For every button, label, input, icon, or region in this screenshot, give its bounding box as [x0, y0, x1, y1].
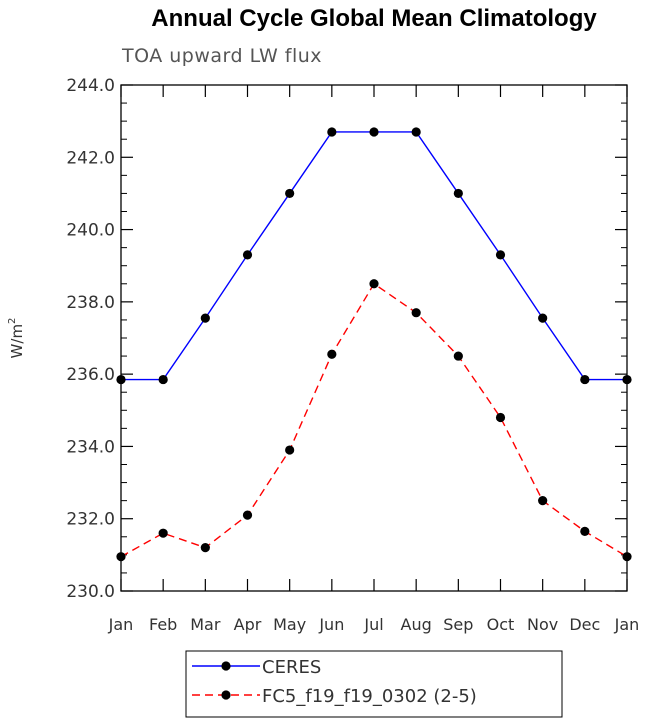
chart-subtitle: TOA upward LW flux — [121, 45, 322, 67]
x-tick-label: Jan — [108, 615, 134, 634]
series-1-point — [327, 127, 337, 137]
plot-frame — [120, 84, 628, 592]
series-2-point — [580, 526, 590, 536]
x-tick-label: Apr — [234, 615, 262, 634]
y-tick-label: 234.0 — [66, 437, 115, 457]
y-tick-label: 238.0 — [66, 293, 115, 313]
y-axis-title: W/m2 — [7, 318, 26, 359]
series-1-point — [285, 188, 295, 199]
y-axis-title-superscript: 2 — [7, 318, 18, 324]
y-tick-label: 242.0 — [66, 148, 115, 168]
series-2-point — [158, 528, 168, 538]
svg-text:W/m2: W/m2 — [7, 318, 26, 359]
x-tick-label: Jun — [318, 615, 344, 634]
y-tick-label: 230.0 — [66, 582, 115, 602]
series-2-point — [538, 496, 548, 506]
y-tick-label: 232.0 — [66, 510, 115, 530]
series-2-point — [285, 445, 295, 455]
series-2-point — [369, 279, 379, 289]
x-tick-label: Sep — [443, 615, 473, 634]
legend-box — [185, 650, 563, 718]
x-tick-label: Oct — [487, 615, 515, 634]
chart-title: Annual Cycle Global Mean Climatology — [151, 5, 597, 32]
series-line-2 — [120, 282, 628, 558]
legend: CERES FC5_f19_f19_0302 (2-5) — [185, 650, 563, 718]
series-2-point — [453, 351, 463, 361]
legend-marker-1 — [221, 661, 231, 671]
series-line-1 — [121, 131, 627, 381]
x-tick-label: Mar — [190, 615, 221, 634]
series-1-point — [242, 250, 253, 260]
legend-label-1: CERES — [262, 657, 321, 678]
x-tick-label: Jul — [363, 615, 383, 634]
x-tick-label: Nov — [527, 615, 558, 634]
series-1-point — [538, 313, 548, 323]
series-1-point — [495, 250, 506, 260]
x-tick-label: May — [273, 615, 306, 634]
legend-label-2: FC5_f19_f19_0302 (2-5) — [262, 686, 477, 707]
series-2-point — [327, 349, 337, 359]
y-tick-label: 236.0 — [66, 365, 115, 385]
y-tick-label: 244.0 — [66, 76, 115, 96]
series-1-point — [369, 127, 379, 137]
series-2-point — [242, 510, 253, 520]
legend-marker-2 — [221, 690, 231, 700]
series-2-point — [411, 308, 421, 318]
series-2-point — [200, 543, 210, 553]
x-tick-label: Dec — [569, 615, 600, 634]
x-tick-label: Jan — [614, 615, 640, 634]
series-1-point — [580, 374, 590, 385]
y-tick-label: 240.0 — [66, 221, 115, 241]
series-1-point — [453, 188, 463, 199]
series-1-point — [200, 313, 210, 323]
x-tick-label: Aug — [401, 615, 432, 634]
series-1-point — [158, 374, 168, 385]
series-2-point — [495, 412, 506, 423]
y-axis-title-text: W/m — [8, 324, 26, 359]
x-tick-label: Feb — [149, 615, 177, 634]
series-1-point — [411, 127, 421, 137]
